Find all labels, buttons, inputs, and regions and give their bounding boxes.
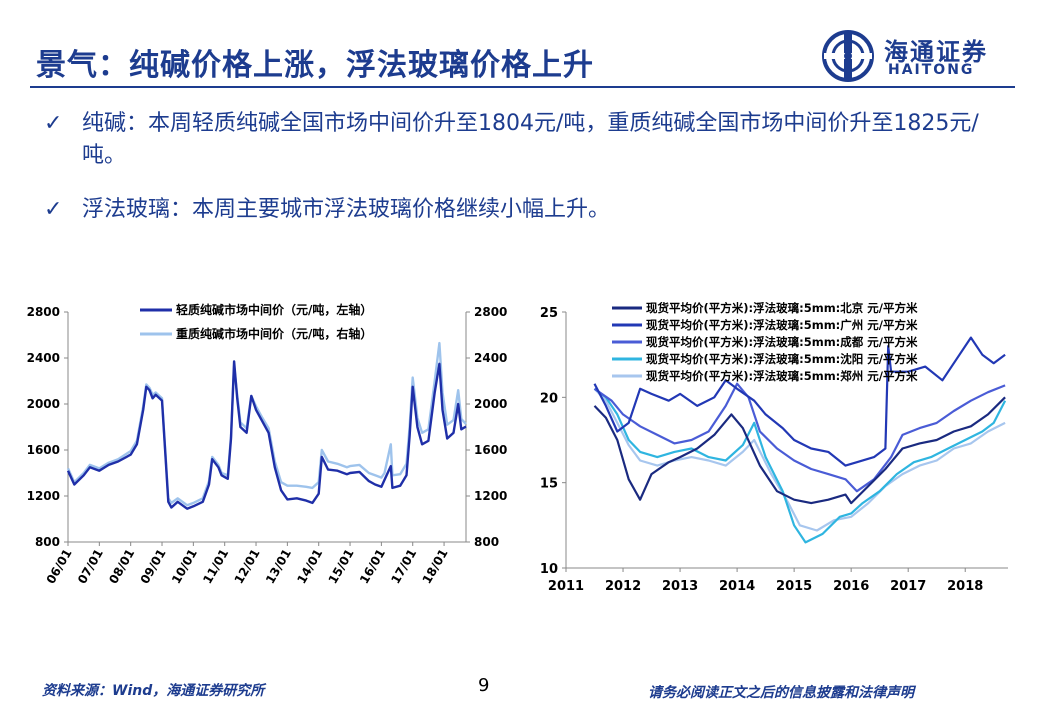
legend-label: 现货平均价(平方米):浮法玻璃:5mm:北京 元/平方米 [646,301,918,315]
right-y-tick-label: 800 [474,535,499,549]
x-tick-label: 2011 [548,579,584,594]
bullet-text: 纯碱：本周轻质纯碱全国市场中间价升至1804元/吨，重质纯碱全国市场中间价升至1… [82,111,979,168]
series-shenyang-line [593,387,1007,544]
x-tick-label: 15/01 [326,547,357,587]
bullet-text: 浮法玻璃：本周主要城市浮法玻璃价格继续小幅上升。 [82,197,611,222]
soda-ash-price-chart: 800 1200 1600 2000 2400 2800 800 1200 1600 2000 24… [27,302,508,587]
series-zhengzhou-line [593,388,1006,532]
x-tick-label: 09/01 [138,547,169,587]
legend-label: 现货平均价(平方米):浮法玻璃:5mm:广州 元/平方米 [646,318,918,332]
x-tick-label: 07/01 [75,547,106,587]
legend-label: 重质纯碱市场中间价（元/吨，右轴） [176,326,372,341]
x-tick-label: 18/01 [420,547,451,587]
x-tick-label: 2013 [662,579,698,594]
x-tick-label: 2015 [776,579,812,594]
page-title: 景气：纯碱价格上涨，浮法玻璃价格上升 [36,48,594,83]
x-tick-label: 2014 [719,579,755,594]
x-tick-label: 12/01 [232,547,263,587]
left-y-tick-label: 1600 [27,443,60,457]
left-y-tick-label: 2800 [27,305,60,319]
x-tick-label: 11/01 [200,547,231,587]
x-tick-label: 2012 [605,579,641,594]
series-heavy-soda-ash-line [66,341,467,507]
float-glass-price-chart: 10 15 20 25 2011 2012 2013 2014 2015 2016 2017 2018… [540,301,1008,594]
legend-label: 现货平均价(平方米):浮法玻璃:5mm:郑州 元/平方米 [646,369,918,383]
bullet-soda-ash: ✓ 纯碱：本周轻质纯碱全国市场中间价升至1804元/吨，重质纯碱全国市场中间价升… [44,108,994,172]
series-chengdu-line [593,382,1006,493]
series-guangzhou-line [593,336,1006,467]
right-y-tick-label: 2400 [474,351,507,365]
title-divider [30,86,1015,88]
x-tick-label: 2018 [947,579,983,594]
checkmark-icon: ✓ [44,111,63,136]
right-y-tick-label: 1600 [474,443,507,457]
legend-label: 现货平均价(平方米):浮法玻璃:5mm:沈阳 元/平方米 [646,352,918,366]
x-tick-label: 14/01 [294,547,325,587]
legend-label: 轻质纯碱市场中间价（元/吨，左轴） [176,302,372,317]
x-tick-label: 06/01 [44,547,75,587]
y-tick-label: 15 [540,477,558,492]
haitong-logo: 海通证券 HAITONG [820,28,1020,84]
haitong-emblem-icon [822,30,874,82]
series-beijing-line [593,396,1006,505]
right-y-tick-label: 1200 [474,489,507,503]
disclaimer-note: 请务必阅读正文之后的信息披露和法律声明 [648,685,914,701]
x-tick-label: 10/01 [169,547,200,587]
logo-chinese-text: 海通证券 [884,38,988,66]
x-tick-label: 08/01 [106,547,137,587]
logo-english-text: HAITONG [888,62,975,78]
right-y-tick-label: 2000 [474,397,507,411]
left-y-tick-label: 800 [35,535,60,549]
source-note: 资料来源：Wind，海通证券研究所 [42,683,265,699]
checkmark-icon: ✓ [44,197,63,222]
x-tick-label: 2016 [833,579,869,594]
x-tick-label: 17/01 [388,547,419,587]
series-light-soda-ash-line [66,360,467,510]
legend-label: 现货平均价(平方米):浮法玻璃:5mm:成都 元/平方米 [646,335,918,349]
y-tick-label: 10 [540,562,558,577]
left-y-tick-label: 2400 [27,351,60,365]
y-tick-label: 20 [540,391,558,406]
page-number: 9 [478,675,490,696]
x-tick-label: 16/01 [357,547,388,587]
right-y-tick-label: 2800 [474,305,507,319]
left-y-tick-label: 2000 [27,397,60,411]
y-tick-label: 25 [540,306,558,321]
left-y-tick-label: 1200 [27,489,60,503]
bullet-float-glass: ✓ 浮法玻璃：本周主要城市浮法玻璃价格继续小幅上升。 [44,194,994,226]
x-tick-label: 13/01 [263,547,294,587]
x-tick-label: 2017 [890,579,926,594]
